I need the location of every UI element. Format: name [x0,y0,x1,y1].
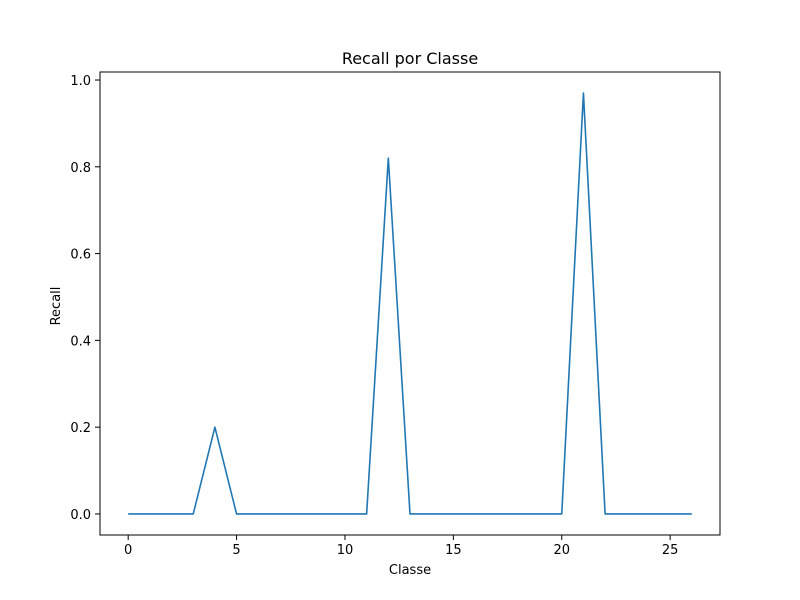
y-axis-label: Recall [49,287,64,326]
y-tick-label: 0.6 [70,248,91,263]
series-line [128,92,692,515]
y-tick-label: 0.2 [70,421,91,436]
y-tick-label: 0.8 [70,161,91,176]
x-tick-label: 25 [662,543,679,558]
x-tick-label: 5 [232,543,240,558]
y-tick-label: 0.4 [70,334,91,349]
x-tick-label: 20 [553,543,570,558]
plot-area: 0 5 10 15 20 25 0.0 0.2 0.4 0.6 0.8 1.0 [70,71,721,558]
plot-frame [99,71,721,536]
y-tick-label: 0.0 [70,508,91,523]
x-axis-label: Classe [389,563,431,578]
x-tick-label: 15 [445,543,462,558]
x-tick-label: 10 [337,543,354,558]
chart-title: Recall por Classe [342,49,478,68]
x-tick-label: 0 [124,543,132,558]
y-tick-label: 1.0 [70,74,91,89]
